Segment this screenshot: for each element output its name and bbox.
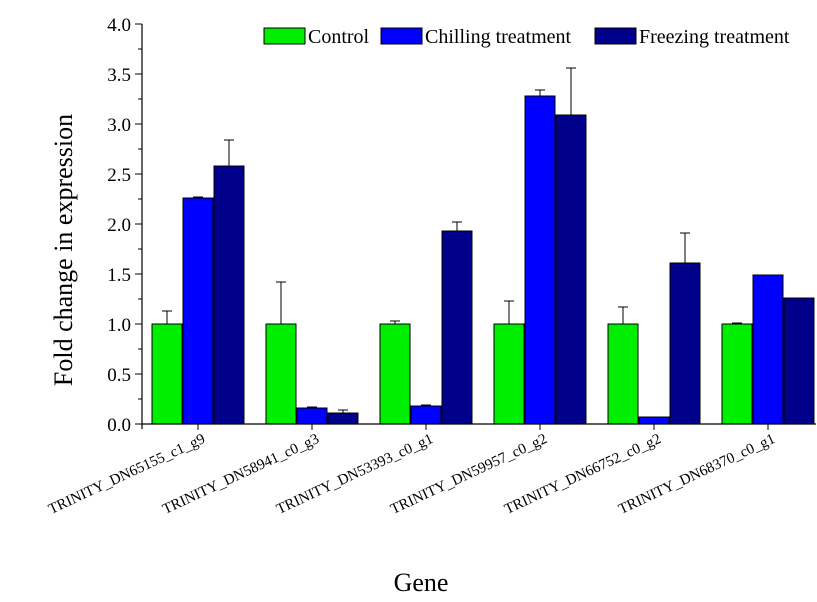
bar: [151, 323, 183, 425]
y-axis-title: Fold change in expression: [49, 114, 78, 386]
legend-swatch: [380, 27, 423, 45]
bar: [752, 274, 784, 425]
bar: [327, 412, 359, 425]
bar: [721, 323, 753, 425]
bar: [441, 230, 473, 425]
bar: [555, 114, 587, 425]
y-tick-label: 4.0: [107, 15, 131, 36]
bar: [182, 197, 214, 425]
y-tick-label: 0.0: [107, 415, 131, 436]
y-tick-label: 1.0: [107, 315, 131, 336]
y-tick-label: 2.5: [107, 165, 131, 186]
axes: 0.00.51.01.52.02.53.03.54.0TRINITY_DN651…: [46, 15, 816, 518]
bar: [410, 405, 442, 425]
x-axis-title: Gene: [394, 568, 449, 597]
bar: [296, 407, 328, 425]
legend-swatch: [594, 27, 637, 45]
legend-label: Control: [308, 26, 370, 48]
legend-label: Freezing treatment: [639, 26, 790, 48]
y-tick-label: 1.5: [107, 265, 131, 286]
bar: [607, 323, 639, 425]
bar: [669, 262, 701, 425]
y-tick-label: 3.5: [107, 65, 131, 86]
bar: [213, 165, 245, 425]
bar: [379, 323, 411, 425]
bar: [493, 323, 525, 425]
legend: Control Chilling treatment Freezing treatm…: [263, 26, 790, 48]
y-tick-label: 0.5: [107, 365, 131, 386]
y-tick-label: 3.0: [107, 115, 131, 136]
y-tick-label: 2.0: [107, 215, 131, 236]
bar: [265, 323, 297, 425]
legend-swatch: [263, 27, 306, 45]
plot-area: [151, 67, 815, 425]
legend-label: Chilling treatment: [425, 26, 572, 48]
bar: [524, 95, 556, 425]
bar: [638, 416, 670, 425]
bar: [783, 297, 815, 425]
